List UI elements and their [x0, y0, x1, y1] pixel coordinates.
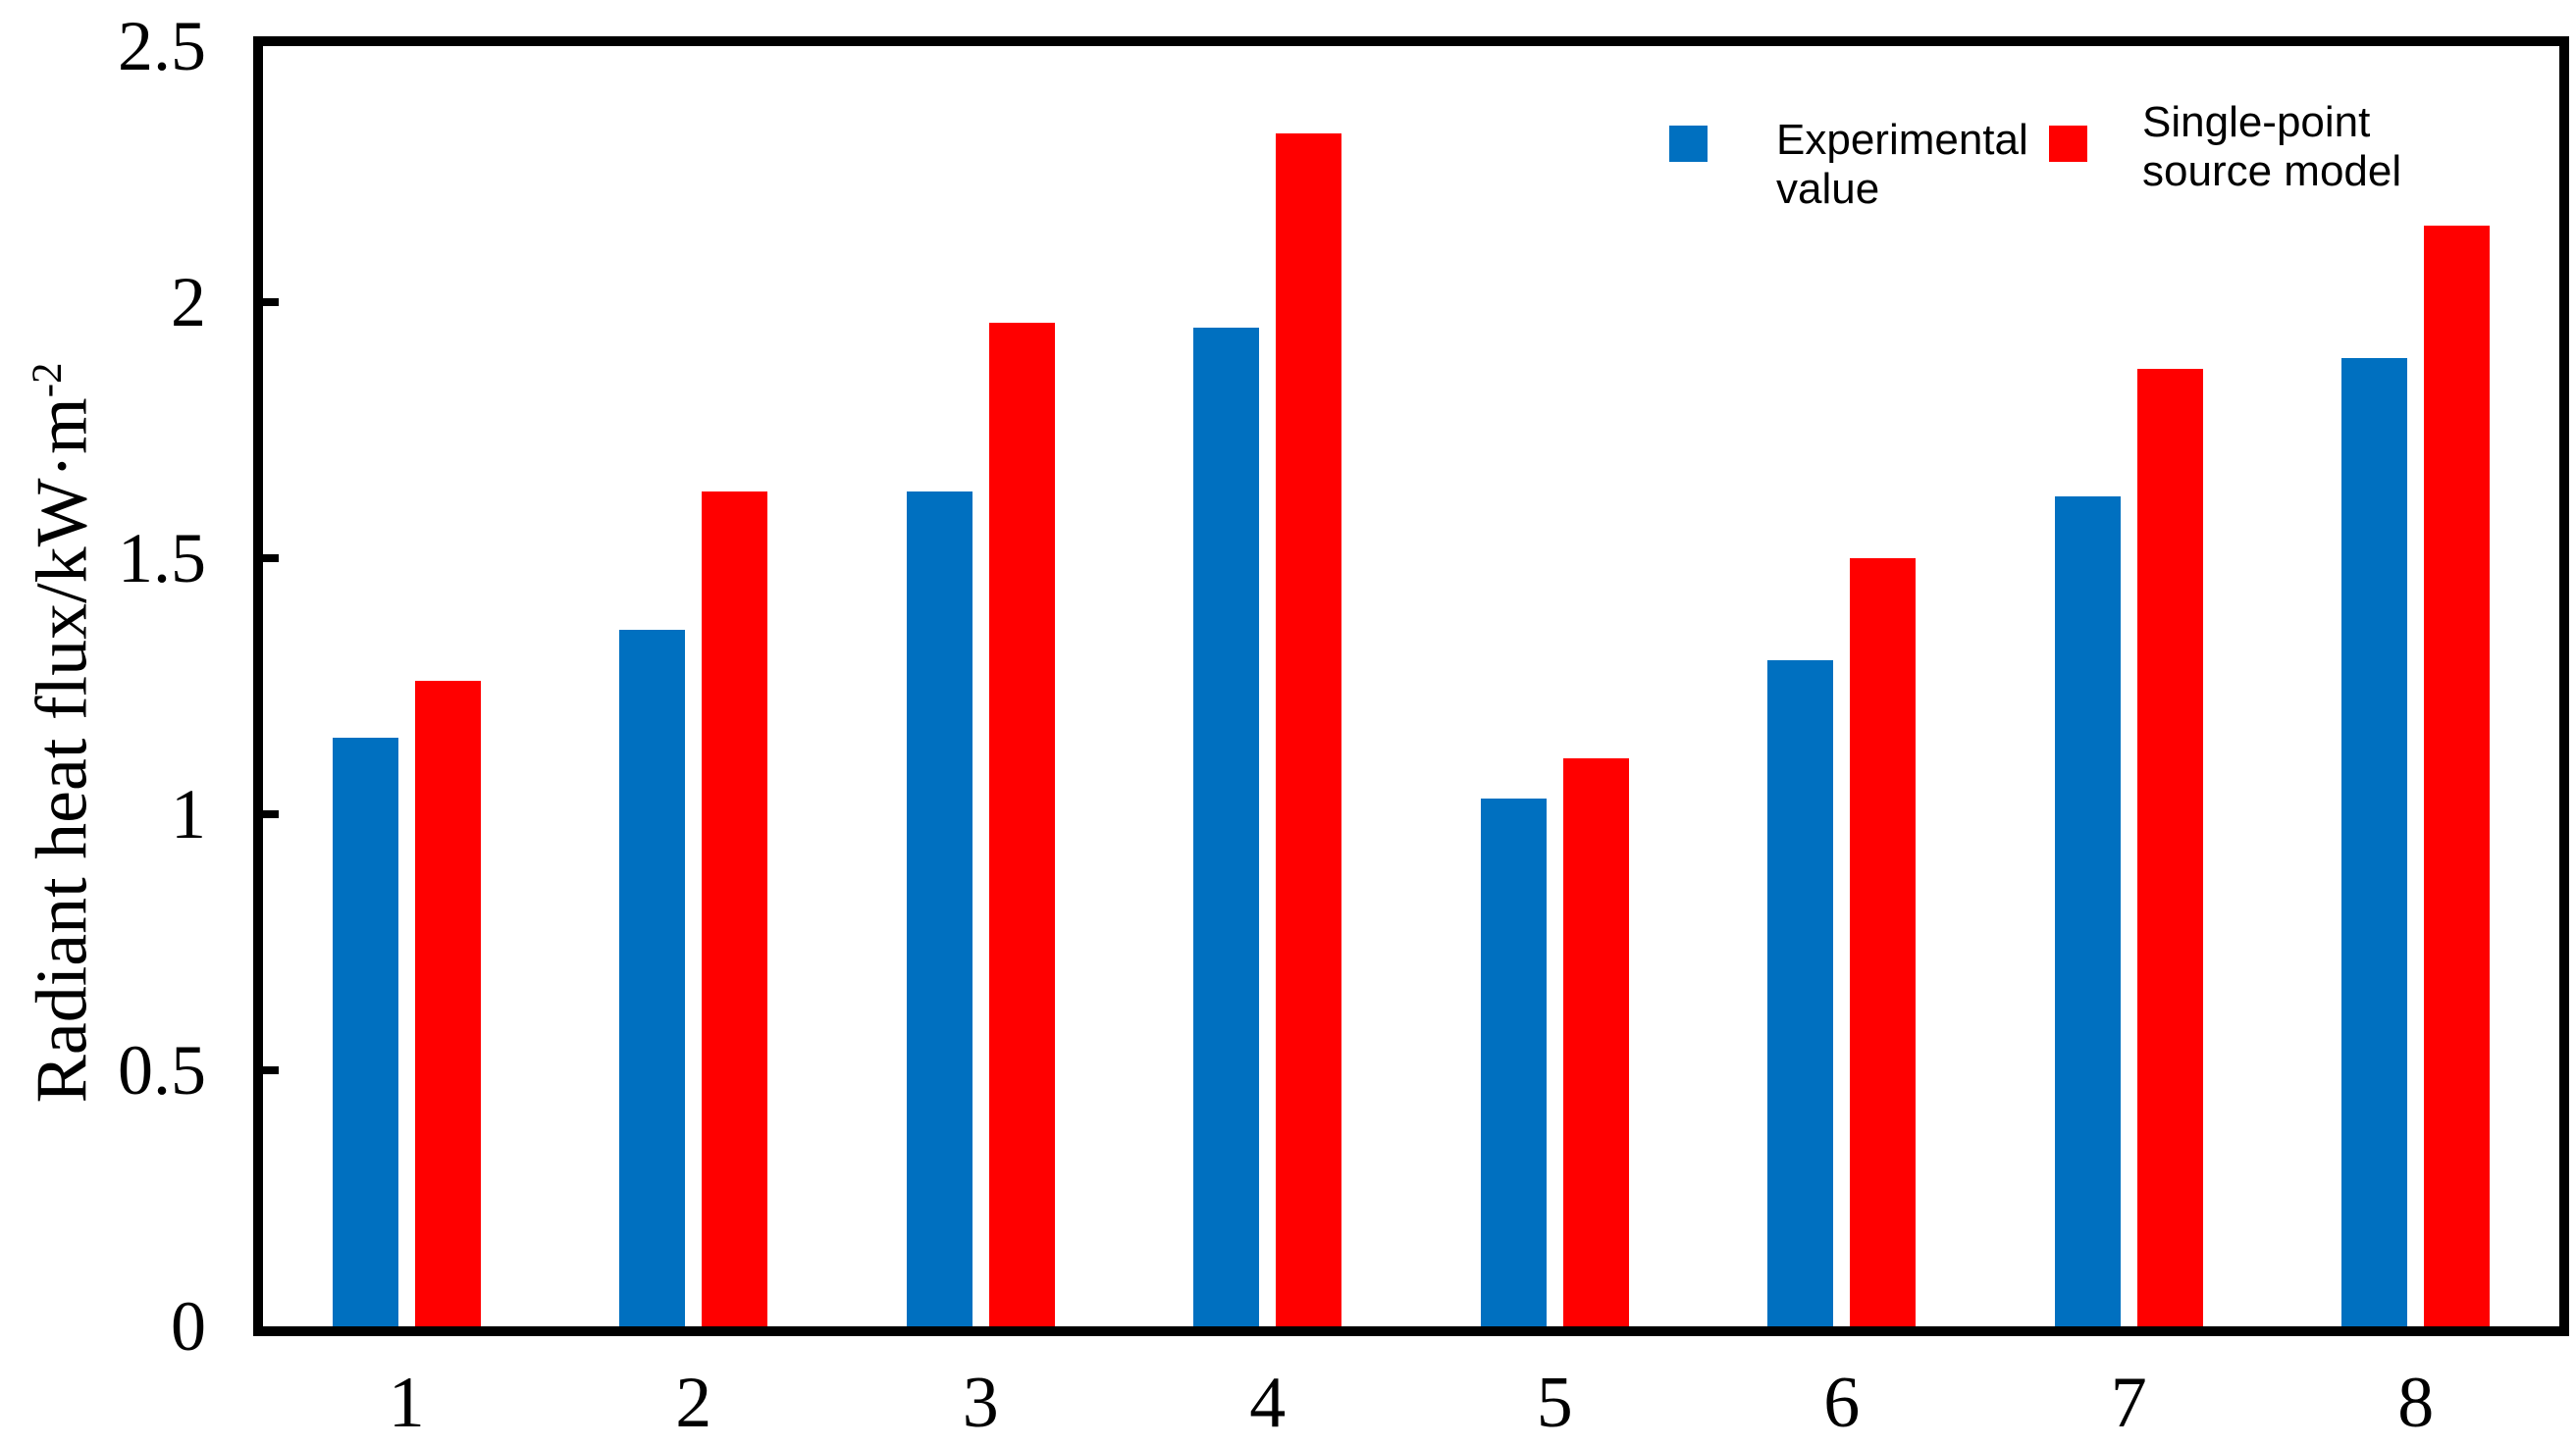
- bar-model-cat4: [1276, 132, 1342, 1326]
- bar-experimental-cat3: [906, 491, 973, 1326]
- x-category-label: 3: [962, 1363, 999, 1443]
- y-tick-label: 0: [171, 1287, 206, 1366]
- plot-area: [253, 36, 2569, 1336]
- bar-experimental-cat2: [619, 630, 686, 1326]
- y-tick-label: 2: [171, 263, 206, 341]
- bar-experimental-cat5: [1480, 799, 1547, 1326]
- y-tick-label: 1: [171, 775, 206, 853]
- bar-model-cat1: [414, 681, 481, 1326]
- y-tick-mark: [263, 810, 279, 818]
- y-tick-label: 2.5: [118, 7, 206, 85]
- bar-experimental-cat1: [332, 737, 398, 1326]
- legend-swatch-single-point: [2049, 126, 2087, 162]
- bar-experimental-cat6: [1767, 660, 1834, 1326]
- bar-model-cat5: [1562, 757, 1629, 1326]
- x-category-label: 6: [1823, 1363, 1861, 1443]
- bar-model-cat6: [1850, 558, 1917, 1326]
- x-category-label: 5: [1536, 1363, 1573, 1443]
- y-tick-mark: [263, 554, 279, 562]
- x-category-label: 8: [2397, 1363, 2435, 1443]
- x-category-label: 4: [1249, 1363, 1287, 1443]
- bar-model-cat3: [988, 322, 1055, 1326]
- legend-swatch-experimental: [1669, 126, 1708, 162]
- x-category-label: 7: [2110, 1363, 2147, 1443]
- bar-model-cat8: [2424, 225, 2491, 1326]
- y-axis-title-superscript: -2: [25, 362, 71, 398]
- y-tick-label: 1.5: [118, 519, 206, 597]
- legend-label-experimental: Experimental value: [1776, 116, 2028, 213]
- x-category-label: 1: [388, 1363, 425, 1443]
- bar-model-cat7: [2136, 368, 2203, 1326]
- bar-experimental-cat4: [1193, 328, 1260, 1326]
- y-tick-mark: [263, 1066, 279, 1074]
- y-tick-label: 0.5: [118, 1031, 206, 1110]
- bar-experimental-cat8: [2341, 358, 2408, 1326]
- y-axis-title-text: Radiant heat flux/kW·m: [22, 397, 103, 1104]
- x-category-label: 2: [675, 1363, 712, 1443]
- bar-experimental-cat7: [2054, 496, 2121, 1326]
- y-tick-mark: [263, 298, 279, 306]
- legend-label-single-point: Single-point source model: [2142, 98, 2402, 195]
- bar-model-cat2: [702, 491, 768, 1326]
